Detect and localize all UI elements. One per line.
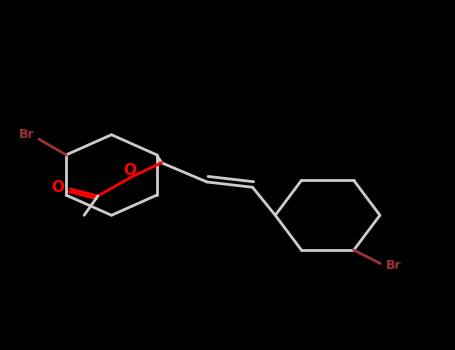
Text: Br: Br [19,128,35,141]
Text: O: O [51,180,64,195]
Text: O: O [123,163,136,178]
Text: Br: Br [386,259,402,272]
